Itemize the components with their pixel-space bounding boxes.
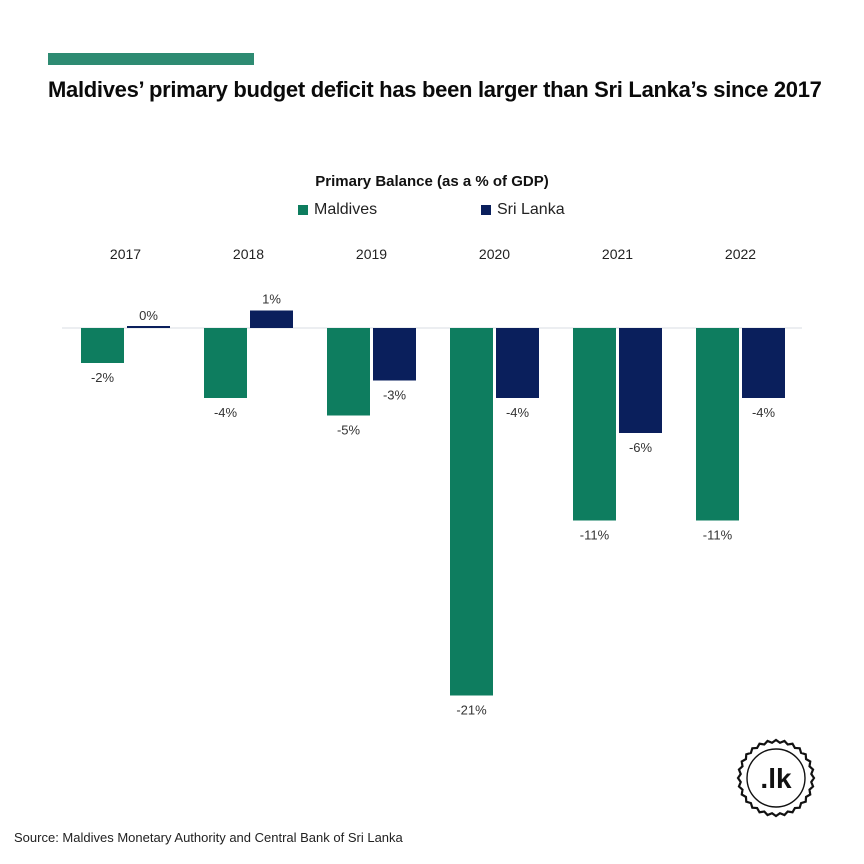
logo-inner-ring	[746, 748, 806, 808]
data-label-maldives-2021: -11%	[580, 528, 610, 543]
data-label-sri-lanka-2020: -4%	[506, 405, 530, 420]
category-label-2019: 2019	[356, 246, 387, 262]
legend-item-maldives: Maldives	[298, 201, 377, 219]
category-label-2021: 2021	[602, 246, 633, 262]
accent-bar	[48, 53, 254, 65]
category-label-2022: 2022	[725, 246, 756, 262]
data-label-sri-lanka-2017: 0%	[139, 308, 158, 323]
bar-maldives-2017	[81, 328, 124, 363]
data-label-maldives-2022: -11%	[703, 528, 733, 543]
data-label-maldives-2019: -5%	[337, 423, 361, 438]
bar-maldives-2019	[327, 328, 370, 416]
logo-scalloped-ring	[736, 738, 816, 818]
data-label-sri-lanka-2021: -6%	[629, 440, 653, 455]
bar-chart: 2017 -2% 0% 2018 -4% 1% 2019 -5% -3% 2020 -21% -4% 2…	[62, 246, 802, 718]
legend-swatch-maldives	[298, 205, 308, 215]
data-label-sri-lanka-2022: -4%	[752, 405, 776, 420]
data-label-maldives-2018: -4%	[214, 405, 238, 420]
data-label-maldives-2017: -2%	[91, 370, 115, 385]
chart-legend: Maldives Sri Lanka	[0, 201, 864, 223]
category-label-2018: 2018	[233, 246, 264, 262]
bar-maldives-2021	[573, 328, 616, 521]
chart-title: Primary Balance (as a % of GDP)	[315, 173, 549, 190]
bar-sri-lanka-2020	[496, 328, 539, 398]
data-label-sri-lanka-2018: 1%	[262, 292, 281, 307]
bar-sri-lanka-2017	[127, 326, 170, 328]
bar-maldives-2018	[204, 328, 247, 398]
source-note: Source: Maldives Monetary Authority and …	[14, 830, 403, 845]
bar-sri-lanka-2018	[250, 310, 293, 328]
data-label-sri-lanka-2019: -3%	[383, 388, 407, 403]
bar-maldives-2020	[450, 328, 493, 696]
bar-sri-lanka-2021	[619, 328, 662, 433]
logo-text: .lk	[760, 763, 792, 794]
legend-label-maldives: Maldives	[314, 201, 378, 218]
data-label-maldives-2020: -21%	[456, 703, 487, 718]
bar-sri-lanka-2019	[373, 328, 416, 381]
bar-sri-lanka-2022	[742, 328, 785, 398]
category-label-2017: 2017	[110, 246, 141, 262]
legend-swatch-sri-lanka	[481, 205, 491, 215]
bar-maldives-2022	[696, 328, 739, 521]
category-label-2020: 2020	[479, 246, 510, 262]
legend-label-sri-lanka: Sri Lanka	[497, 201, 565, 218]
legend-item-sri-lanka: Sri Lanka	[481, 201, 565, 219]
headline: Maldives’ primary budget deficit has bee…	[48, 77, 822, 102]
lk-logo: .lk	[736, 738, 816, 818]
